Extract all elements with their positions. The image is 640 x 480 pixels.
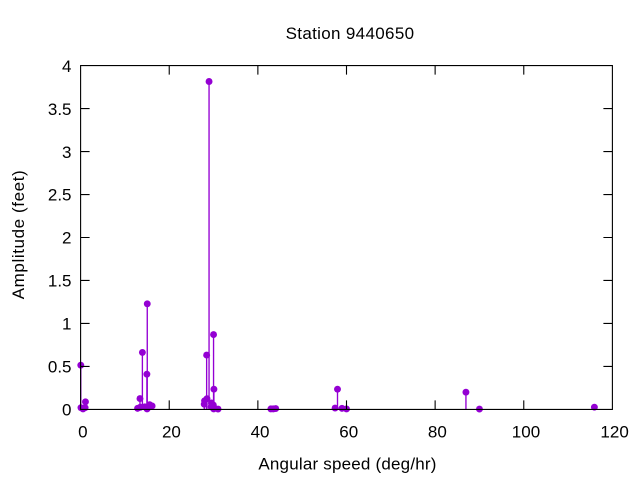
svg-text:2: 2 [62, 229, 71, 248]
svg-text:2.5: 2.5 [48, 186, 72, 205]
svg-text:Station 9440650: Station 9440650 [286, 24, 415, 43]
svg-text:40: 40 [251, 423, 270, 442]
svg-text:4: 4 [62, 57, 71, 76]
svg-text:0: 0 [62, 401, 71, 420]
svg-text:0.5: 0.5 [48, 358, 72, 377]
svg-text:1: 1 [62, 315, 71, 334]
svg-text:100: 100 [512, 423, 540, 442]
svg-text:80: 80 [428, 423, 447, 442]
svg-text:Amplitude (feet): Amplitude (feet) [9, 170, 28, 300]
svg-text:3.5: 3.5 [48, 100, 72, 119]
svg-text:Angular speed (deg/hr): Angular speed (deg/hr) [258, 455, 436, 474]
svg-text:120: 120 [600, 423, 628, 442]
svg-text:3: 3 [62, 143, 71, 162]
svg-text:20: 20 [162, 423, 181, 442]
svg-text:0: 0 [78, 423, 87, 442]
svg-text:1.5: 1.5 [48, 272, 72, 291]
svg-text:60: 60 [339, 423, 358, 442]
